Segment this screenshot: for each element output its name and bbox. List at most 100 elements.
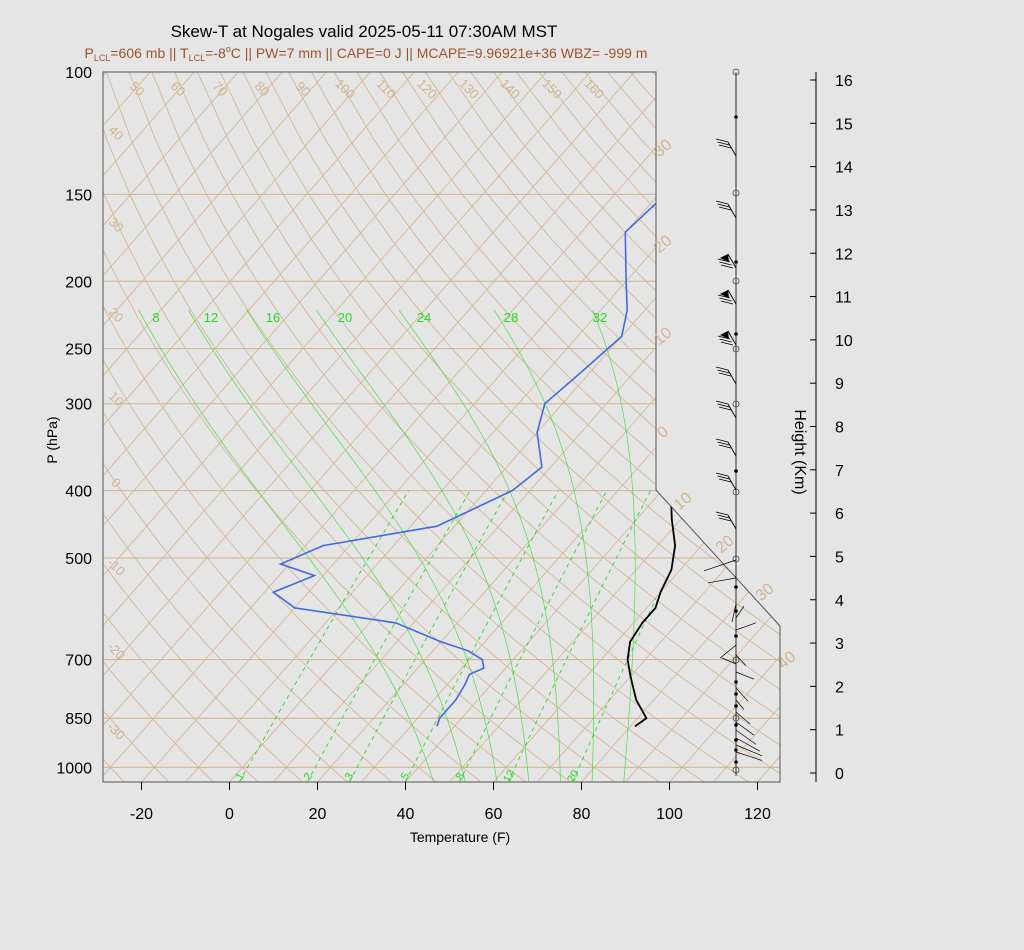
mixing-ratio-label: 20 — [565, 768, 582, 785]
wind-barb-feather — [718, 478, 732, 483]
isobar-lines — [103, 71, 780, 768]
wind-level-circle — [732, 68, 740, 76]
isotherm-line — [625, 72, 780, 782]
isotherm-label: -30 — [104, 719, 128, 743]
wind-barb — [735, 622, 757, 631]
dry-adiabat-line — [333, 72, 780, 782]
wind-barb — [727, 369, 737, 385]
wind-level-dot — [734, 704, 738, 708]
moist-adiabat-line — [138, 309, 435, 782]
isotherm-line — [273, 72, 780, 782]
isotherm-label: 130 — [456, 76, 482, 102]
wind-level-dot — [734, 634, 738, 638]
wind-barb — [727, 514, 737, 530]
isotherm-label: 150 — [539, 76, 565, 102]
wind-barb-feather — [715, 400, 729, 405]
wind-level-dot — [734, 260, 738, 264]
wind-level-circle — [732, 488, 740, 496]
wind-barb-feather — [715, 438, 729, 443]
isotherm-line — [103, 72, 195, 782]
mixing-ratio-line — [238, 490, 409, 782]
pressure-tick-label: 100 — [65, 65, 92, 82]
dry-adiabat-line — [242, 72, 780, 782]
x-tick-label: 40 — [397, 806, 415, 823]
wind-barb — [735, 721, 755, 736]
wind-barb — [727, 330, 737, 346]
dry-adiabat-line — [103, 72, 259, 782]
isotherm-line — [103, 72, 723, 782]
isotherm-line — [0, 72, 18, 782]
moist-adiabat-label: 20 — [338, 310, 352, 325]
chart-title: Skew-T at Nogales valid 2025-05-11 07:30… — [171, 22, 558, 41]
wind-barb — [703, 559, 737, 572]
isotherm-lines — [0, 72, 780, 782]
height-tick-label: 1 — [835, 723, 844, 740]
isotherm-line — [103, 72, 151, 782]
isotherm-label: 110 — [374, 76, 399, 101]
dry-adiabat-line — [311, 72, 780, 782]
mixing-ratio-label: 12 — [501, 768, 518, 785]
isotherm-line — [103, 72, 283, 782]
wind-barb-feather — [717, 335, 731, 340]
dry-adiabat-line — [103, 72, 125, 782]
wind-barb-flag — [720, 290, 729, 298]
isotherm-label: 30 — [753, 580, 778, 605]
wind-barb-feather — [717, 203, 730, 208]
isotherm-label: 30 — [651, 136, 676, 161]
moist-adiabat-line — [398, 309, 561, 782]
wind-barb-feather — [715, 138, 729, 143]
wind-level-dot — [734, 738, 738, 742]
dry-adiabat-line — [493, 72, 780, 782]
temperature-line — [626, 72, 768, 728]
wind-level-dot — [734, 585, 738, 589]
wind-level-circle — [732, 400, 740, 408]
wind-level-dot — [734, 692, 738, 696]
moist-adiabat-label: 32 — [593, 310, 607, 325]
height-tick-label: 5 — [835, 549, 844, 566]
moist-adiabat-line — [493, 309, 595, 782]
dry-adiabat-line — [103, 72, 348, 782]
wind-barb-feather — [717, 403, 730, 408]
x-tick-label: 0 — [225, 806, 234, 823]
wind-barb-feather — [718, 206, 732, 211]
dry-adiabat-line — [106, 72, 705, 782]
temperature-axis: -20 0 20 40 60 80 100 120 — [130, 782, 771, 823]
wind-barb — [719, 644, 737, 659]
moist-adiabat-lines — [138, 309, 636, 782]
wind-level-dot — [734, 332, 738, 336]
isotherm-line — [103, 72, 547, 782]
isotherm-label: 70 — [210, 78, 231, 99]
wind-barb — [735, 751, 763, 761]
dry-adiabat-line — [128, 72, 749, 782]
mixing-ratio-labels: 8 12 16 20 24 28 321 2 3 5 8 12 20 — [152, 310, 607, 785]
isotherm-label: 20 — [713, 532, 738, 557]
dry-adiabat-line — [790, 72, 1024, 782]
height-tick-label: 16 — [835, 73, 853, 90]
dry-adiabat-line — [103, 72, 214, 782]
pressure-tick-label: 500 — [65, 551, 92, 568]
wind-barb-flag — [720, 254, 729, 262]
wind-level-dot — [734, 609, 738, 613]
pressure-tick-label: 200 — [65, 274, 92, 291]
moist-adiabat-label: 28 — [504, 310, 518, 325]
dry-adiabat-line — [470, 72, 780, 782]
isotherm-line — [103, 72, 459, 782]
isotherm-label: 90 — [293, 78, 314, 99]
isotherm-line — [581, 72, 780, 782]
wind-barb-feather — [717, 475, 730, 480]
dry-adiabat-line — [103, 72, 169, 782]
dry-adiabat-line — [103, 72, 303, 782]
wind-barb-feather — [720, 300, 734, 305]
isotherm-label: 20 — [651, 232, 676, 257]
isotherm-line — [361, 72, 780, 782]
mixing-ratio-label: 3 — [343, 771, 356, 782]
dry-adiabat-line — [103, 72, 571, 782]
wind-barb-feather — [719, 261, 732, 266]
wind-barb-feather — [717, 141, 730, 146]
height-tick-label: 8 — [835, 420, 844, 437]
dry-adiabat-line — [151, 72, 780, 782]
dry-adiabat-line — [174, 72, 780, 782]
isotherm-line — [317, 72, 780, 782]
y-axis-label: P (hPa) — [44, 416, 60, 463]
